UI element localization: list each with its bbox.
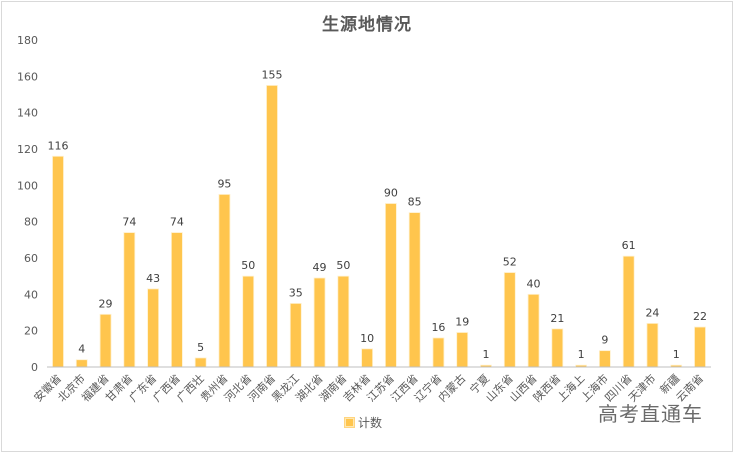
bar[interactable] <box>218 194 231 368</box>
bar[interactable] <box>432 337 445 368</box>
bar[interactable] <box>99 313 112 368</box>
bar-value-label: 155 <box>262 68 283 81</box>
bar[interactable] <box>242 275 255 368</box>
bar-value-label: 29 <box>99 297 113 310</box>
watermark: 高考直通车 <box>598 402 703 426</box>
bar[interactable] <box>123 232 136 368</box>
bar[interactable] <box>147 288 160 368</box>
y-tick-label: 180 <box>17 34 38 47</box>
bar-value-label: 116 <box>48 139 69 152</box>
bar[interactable] <box>503 272 516 368</box>
y-tick-label: 60 <box>24 252 38 265</box>
bar-value-label: 61 <box>622 239 636 252</box>
bar[interactable] <box>170 232 183 368</box>
bar-value-label: 74 <box>122 216 136 229</box>
bar-value-label: 1 <box>578 348 585 361</box>
bar-value-label: 5 <box>197 341 204 354</box>
bar[interactable] <box>266 85 278 368</box>
bar[interactable] <box>527 293 540 368</box>
y-axis-ticks: 0 20 40 60 80 100 120 140 160 180 <box>17 34 38 374</box>
bar-value-label: 24 <box>645 306 659 319</box>
y-tick-label: 120 <box>17 143 38 156</box>
bar[interactable] <box>384 203 397 368</box>
bar-value-label: 90 <box>384 187 398 200</box>
bar[interactable] <box>551 328 564 368</box>
y-tick-label: 140 <box>17 107 38 120</box>
bar-value-label: 50 <box>336 259 350 272</box>
bar-value-label: 22 <box>693 310 707 323</box>
bar[interactable] <box>622 255 635 368</box>
bar[interactable] <box>361 348 374 368</box>
bar-value-label: 10 <box>360 332 374 345</box>
bar[interactable] <box>289 303 302 368</box>
y-tick-label: 80 <box>24 216 38 229</box>
y-tick-label: 160 <box>17 70 38 83</box>
legend[interactable]: 计数 <box>344 414 382 431</box>
bar-value-label: 1 <box>673 348 680 361</box>
x-category-label: 内蒙古 <box>435 371 468 404</box>
bar-value-label: 85 <box>408 196 422 209</box>
bar[interactable] <box>52 155 64 368</box>
bar[interactable] <box>337 275 350 368</box>
bar[interactable] <box>598 350 611 368</box>
y-tick-label: 40 <box>24 288 38 301</box>
chart-title: 生源地情况 <box>322 15 412 35</box>
bar[interactable] <box>408 212 421 368</box>
bar-value-label: 74 <box>170 216 184 229</box>
bar-value-label: 4 <box>78 343 85 356</box>
bar[interactable] <box>313 277 326 368</box>
bar-value-label: 21 <box>550 312 564 325</box>
bar-value-label: 50 <box>241 259 255 272</box>
bar-value-label: 16 <box>431 321 445 334</box>
bar-value-label: 40 <box>527 277 541 290</box>
bar[interactable] <box>75 359 88 368</box>
bar-value-label: 19 <box>455 315 469 328</box>
bar[interactable] <box>646 322 659 368</box>
bar-value-label: 49 <box>313 261 327 274</box>
bar[interactable] <box>194 357 207 368</box>
y-tick-label: 100 <box>17 179 38 192</box>
legend-label: 计数 <box>358 416 383 430</box>
bar[interactable] <box>694 326 706 368</box>
bar-value-label: 95 <box>217 177 231 190</box>
bar-value-label: 52 <box>503 256 517 269</box>
bar-value-label: 43 <box>146 272 160 285</box>
bar-value-label: 9 <box>601 334 608 347</box>
y-tick-label: 20 <box>24 325 38 338</box>
bar[interactable] <box>456 332 469 368</box>
bar-value-label: 1 <box>483 348 490 361</box>
y-tick-label: 0 <box>31 361 38 374</box>
bar-value-label: 35 <box>289 286 303 299</box>
legend-swatch-icon <box>344 417 355 428</box>
